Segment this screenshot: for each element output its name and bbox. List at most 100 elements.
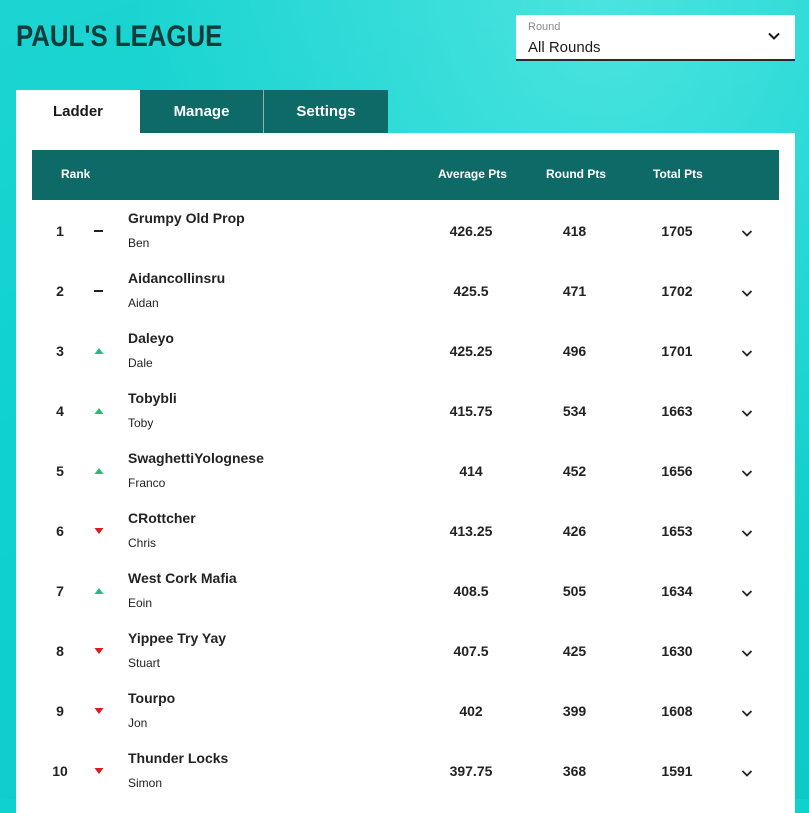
- expand-row-chevron-icon[interactable]: [740, 706, 754, 720]
- owner-name: Eoin: [128, 596, 153, 610]
- total-pts: 1591: [661, 763, 693, 779]
- rank-value: 9: [56, 703, 64, 719]
- table-row[interactable]: 7 West Cork Mafia Eoin 408.5 505 1634: [32, 560, 779, 620]
- average-pts: 402: [459, 703, 483, 719]
- team-name: Tobybli: [128, 390, 177, 406]
- owner-name: Stuart: [128, 656, 161, 670]
- owner-name: Jon: [128, 716, 148, 730]
- round-pts: 425: [562, 643, 587, 659]
- total-pts: 1630: [661, 643, 693, 659]
- team-name: CRottcher: [128, 510, 196, 526]
- team-name: Grumpy Old Prop: [128, 210, 245, 226]
- expand-row-chevron-icon[interactable]: [740, 226, 754, 240]
- average-pts: 415.75: [449, 403, 493, 419]
- rank-value: 5: [56, 463, 64, 479]
- rank-value: 7: [56, 583, 64, 599]
- round-pts: 418: [562, 223, 587, 239]
- round-select-label: Round: [528, 21, 561, 33]
- expand-row-chevron-icon[interactable]: [740, 286, 754, 300]
- tab-manage[interactable]: Manage: [140, 90, 264, 133]
- round-pts: 505: [562, 583, 587, 599]
- chevron-down-icon: [768, 32, 780, 40]
- page-title: PAUL'S LEAGUE: [16, 20, 223, 53]
- rank-value: 2: [56, 283, 64, 299]
- table-row[interactable]: 9 Tourpo Jon 402 399 1608: [32, 680, 779, 740]
- table-row[interactable]: 4 Tobybli Toby 415.75 534 1663: [32, 380, 779, 440]
- column-header-average: Average Pts: [438, 167, 507, 181]
- rank-down-icon: [94, 707, 104, 715]
- rank-up-icon: [94, 347, 104, 355]
- team-name: Aidancollinsru: [128, 270, 226, 286]
- average-pts: 425.25: [449, 343, 493, 359]
- rank-up-icon: [94, 407, 104, 415]
- team-name: Yippee Try Yay: [128, 630, 227, 646]
- rank-down-icon: [94, 767, 104, 775]
- table-row[interactable]: 1 Grumpy Old Prop Ben 426.25 418 1705: [32, 200, 779, 260]
- tab-ladder[interactable]: Ladder: [16, 90, 140, 133]
- owner-name: Simon: [128, 776, 163, 790]
- rank-up-icon: [94, 467, 104, 475]
- table-row[interactable]: 6 CRottcher Chris 413.25 426 1653: [32, 500, 779, 560]
- total-pts: 1653: [661, 523, 693, 539]
- round-select[interactable]: Round All Rounds: [516, 15, 795, 61]
- total-pts: 1701: [661, 343, 693, 359]
- table-header: Rank Average Pts Round Pts Total Pts: [32, 150, 779, 200]
- total-pts: 1705: [661, 223, 693, 239]
- average-pts: 426.25: [449, 223, 493, 239]
- table-row[interactable]: 2 Aidancollinsru Aidan 425.5 471 1702: [32, 260, 779, 320]
- average-pts: 397.75: [449, 763, 493, 779]
- average-pts: 407.5: [453, 643, 489, 659]
- owner-name: Aidan: [128, 296, 159, 310]
- table-row[interactable]: 5 SwaghettiYolognese Franco 414 452 1656: [32, 440, 779, 500]
- table-row[interactable]: 3 Daleyo Dale 425.25 496 1701: [32, 320, 779, 380]
- average-pts: 413.25: [449, 523, 493, 539]
- expand-row-chevron-icon[interactable]: [740, 646, 754, 660]
- expand-row-chevron-icon[interactable]: [740, 526, 754, 540]
- total-pts: 1608: [661, 703, 693, 719]
- expand-row-chevron-icon[interactable]: [740, 406, 754, 420]
- expand-row-chevron-icon[interactable]: [740, 346, 754, 360]
- average-pts: 425.5: [453, 283, 489, 299]
- rank-up-icon: [94, 587, 104, 595]
- owner-name: Chris: [128, 536, 157, 550]
- team-name: Daleyo: [128, 330, 174, 346]
- total-pts: 1634: [661, 583, 693, 599]
- rank-value: 3: [56, 343, 64, 359]
- rank-value: 1: [56, 223, 64, 239]
- column-header-rank: Rank: [61, 167, 91, 181]
- table-row[interactable]: 8 Yippee Try Yay Stuart 407.5 425 1630: [32, 620, 779, 680]
- expand-row-chevron-icon[interactable]: [740, 766, 754, 780]
- total-pts: 1702: [661, 283, 693, 299]
- column-header-total: Total Pts: [653, 167, 703, 181]
- round-pts: 452: [562, 463, 587, 479]
- expand-row-chevron-icon[interactable]: [740, 586, 754, 600]
- owner-name: Franco: [128, 476, 166, 490]
- rank-unchanged-icon: [94, 290, 103, 292]
- rank-value: 8: [56, 643, 64, 659]
- round-pts: 399: [562, 703, 587, 719]
- owner-name: Dale: [128, 356, 153, 370]
- round-pts: 426: [562, 523, 587, 539]
- team-name: West Cork Mafia: [128, 570, 237, 586]
- tab-bar: Ladder Manage Settings: [16, 90, 388, 133]
- rank-value: 6: [56, 523, 64, 539]
- rank-value: 10: [52, 763, 68, 779]
- total-pts: 1663: [661, 403, 693, 419]
- rank-value: 4: [56, 403, 64, 419]
- expand-row-chevron-icon[interactable]: [740, 466, 754, 480]
- rank-down-icon: [94, 527, 104, 535]
- round-pts: 471: [562, 283, 587, 299]
- team-name: Thunder Locks: [128, 750, 229, 766]
- tab-settings[interactable]: Settings: [264, 90, 388, 133]
- table-row[interactable]: 10 Thunder Locks Simon 397.75 368 1591: [32, 740, 779, 800]
- rank-down-icon: [94, 647, 104, 655]
- team-name: Tourpo: [128, 690, 176, 706]
- ladder-panel: Rank Average Pts Round Pts Total Pts 1 Gr…: [16, 133, 795, 813]
- round-select-value: All Rounds: [528, 39, 601, 56]
- round-pts: 368: [562, 763, 587, 779]
- team-name: SwaghettiYolognese: [128, 450, 264, 466]
- average-pts: 408.5: [453, 583, 489, 599]
- owner-name: Toby: [128, 416, 154, 430]
- owner-name: Ben: [128, 236, 150, 250]
- column-header-round: Round Pts: [546, 167, 606, 181]
